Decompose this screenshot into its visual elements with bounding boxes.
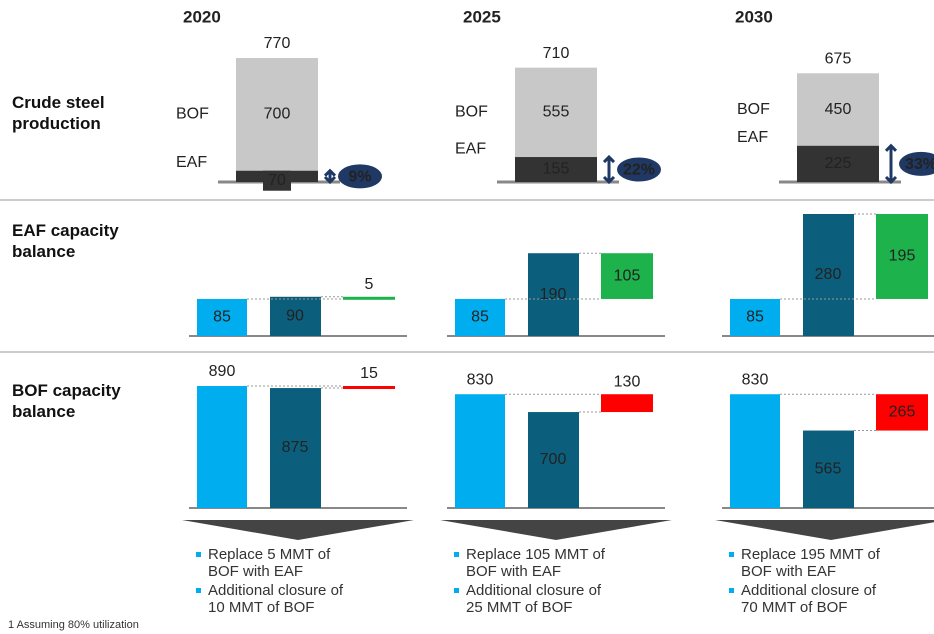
row-label: EAF capacity balance: [12, 221, 119, 261]
down-arrow: [182, 520, 414, 540]
bof-value: 555: [543, 104, 570, 121]
note: Replace 105 MMT of BOF with EAF Additiona…: [452, 546, 617, 618]
bof-label: BOF: [455, 104, 488, 121]
eaf-value: 155: [543, 161, 570, 178]
share-arrow: [323, 168, 337, 185]
required-bar: [803, 430, 854, 508]
note-list: Replace 195 MMT of BOF with EAF Additiona…: [727, 546, 892, 616]
gap-value: 15: [360, 365, 378, 382]
share-badge: [338, 164, 382, 189]
gap-bar: [601, 394, 653, 413]
current-bar: [197, 298, 247, 336]
current-value: 830: [467, 371, 494, 388]
current-bar: [197, 386, 247, 508]
down-arrow: [440, 520, 672, 540]
current-value: 890: [209, 363, 236, 380]
gap-value: 105: [614, 267, 641, 284]
share-label: 22%: [623, 162, 655, 179]
gap-bar: [601, 253, 653, 299]
eaf-label: EAF: [455, 140, 486, 157]
note-item: Additional closure of 70 MMT of BOF: [729, 582, 892, 616]
year-label: 2025: [463, 7, 501, 26]
note-item: Replace 195 MMT of BOF with EAF: [729, 546, 892, 580]
note-list: Replace 5 MMT of BOF with EAF Additional …: [194, 546, 359, 616]
eaf-bar: [797, 145, 879, 182]
eaf-value: 70: [268, 172, 286, 189]
current-value: 85: [471, 309, 489, 326]
share-arrow: [884, 143, 898, 185]
share-label: 9%: [348, 169, 371, 186]
footnote: 1 Assuming 80% utilization: [8, 619, 139, 631]
row-label: BOF capacity balance: [12, 381, 121, 421]
eaf-label: EAF: [737, 129, 768, 146]
note: Replace 195 MMT of BOF with EAF Additiona…: [727, 546, 892, 618]
eaf-label-box: [263, 170, 291, 191]
current-bar: [730, 298, 780, 336]
down-arrow: [715, 520, 934, 540]
total-label: 675: [825, 51, 852, 68]
required-bar: [528, 412, 579, 508]
gap-bar: [343, 296, 395, 300]
required-bar: [270, 388, 321, 508]
current-value: 830: [742, 371, 769, 388]
share-badge: [617, 157, 661, 182]
year-label: 2030: [735, 7, 773, 26]
share-label: 33%: [905, 156, 934, 173]
row-label: Crude steel production: [12, 93, 105, 133]
note-item: Additional closure of 25 MMT of BOF: [454, 582, 617, 616]
total-label: 710: [543, 45, 570, 62]
required-value: 280: [815, 266, 842, 283]
bof-label: BOF: [737, 101, 770, 118]
eaf-bar: [515, 157, 597, 182]
gap-bar: [876, 394, 928, 431]
required-value: 565: [815, 460, 842, 477]
eaf-value: 225: [825, 155, 852, 172]
current-bar: [730, 394, 780, 508]
gap-bar: [343, 386, 395, 389]
share-arrow: [602, 154, 616, 185]
bof-bar: [515, 67, 597, 158]
note-list: Replace 105 MMT of BOF with EAF Additiona…: [452, 546, 617, 616]
required-value: 700: [540, 451, 567, 468]
note: Replace 5 MMT of BOF with EAF Additional …: [194, 546, 359, 618]
year-label: 2020: [183, 7, 221, 26]
current-value: 85: [746, 309, 764, 326]
note-item: Replace 5 MMT of BOF with EAF: [196, 546, 359, 580]
required-value: 875: [282, 439, 309, 456]
bof-label: BOF: [176, 106, 209, 123]
bof-value: 700: [264, 106, 291, 123]
share-badge: [899, 151, 934, 176]
required-bar: [528, 253, 579, 336]
required-bar: [803, 214, 854, 336]
note-item: Replace 105 MMT of BOF with EAF: [454, 546, 617, 580]
required-value: 190: [540, 286, 567, 303]
current-bar: [455, 298, 505, 336]
gap-bar: [876, 214, 928, 299]
gap-value: 130: [614, 373, 641, 390]
bof-bar: [236, 58, 318, 171]
current-value: 85: [213, 309, 231, 326]
gap-value: 5: [365, 276, 374, 293]
required-bar: [270, 296, 321, 336]
current-bar: [455, 394, 505, 508]
bof-bar: [797, 73, 879, 146]
total-label: 770: [264, 35, 291, 52]
gap-value: 195: [889, 248, 916, 265]
bof-value: 450: [825, 101, 852, 118]
required-value: 90: [286, 308, 304, 325]
note-item: Additional closure of 10 MMT of BOF: [196, 582, 359, 616]
gap-value: 265: [889, 404, 916, 421]
eaf-label: EAF: [176, 154, 207, 171]
